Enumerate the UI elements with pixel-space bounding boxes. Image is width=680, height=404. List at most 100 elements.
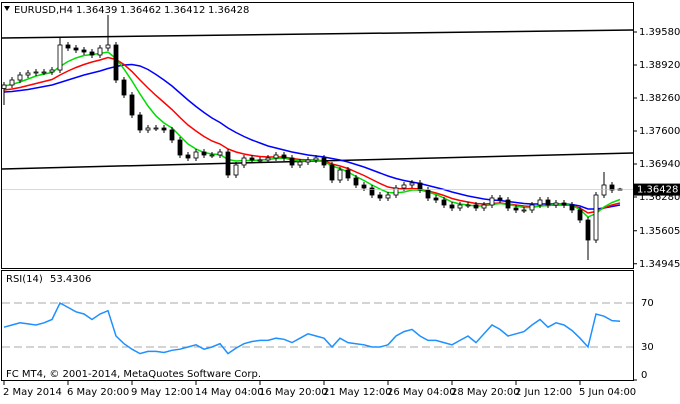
candle-body	[121, 79, 127, 96]
candle-body	[441, 199, 447, 206]
x-tick-label: 2 May 2014	[3, 387, 62, 398]
x-tick-label: 14 May 04:00	[195, 387, 264, 398]
candle-body	[329, 164, 335, 181]
candle-body	[185, 154, 191, 159]
candle-body	[609, 184, 615, 191]
candle-body	[545, 199, 551, 206]
candle-body	[225, 151, 231, 176]
y-tick-label: 1.39580	[639, 27, 680, 38]
y-tick-label: 1.38920	[639, 60, 680, 71]
x-tick-label: 21 May 12:00	[323, 387, 392, 398]
x-tick-label: 26 May 04:00	[387, 387, 456, 398]
candle-body	[33, 71, 39, 74]
header-high: 1.36462	[120, 5, 161, 16]
candle-body	[385, 194, 391, 199]
symbol-title: EURUSD,H4	[14, 5, 73, 16]
rsi-panel-frame	[1, 270, 634, 381]
candle-body	[41, 71, 47, 74]
candle-body	[505, 199, 511, 209]
header-low: 1.36412	[164, 5, 205, 16]
x-tick-label: 5 Jun 04:00	[579, 387, 636, 398]
candle-body	[361, 184, 367, 189]
y-tick-label: 1.37600	[639, 126, 680, 137]
candle-body	[9, 79, 15, 86]
candle-body	[73, 47, 79, 51]
candle-body	[569, 204, 575, 211]
candle-body	[593, 194, 599, 241]
candle-body	[313, 157, 319, 161]
candle-body	[1, 84, 7, 89]
candle-body	[457, 204, 463, 209]
candle-body	[577, 209, 583, 221]
candle-body	[105, 44, 111, 49]
candle-body	[17, 74, 23, 81]
candle-body	[249, 157, 255, 161]
moving-average	[3, 51, 621, 218]
candle-body	[57, 44, 63, 71]
candle-body	[49, 69, 55, 73]
y-tick-label: 30	[641, 342, 654, 353]
price-label: 1.36428	[637, 185, 678, 196]
candle-body	[513, 207, 519, 211]
candle-body	[537, 199, 543, 206]
symbol-icon	[4, 6, 10, 11]
header-close: 1.36428	[208, 5, 249, 16]
candle-body	[481, 204, 487, 209]
candle-body	[369, 187, 375, 196]
candle-body	[345, 169, 351, 179]
candle-body	[81, 49, 87, 53]
y-tick-label: 1.34945	[639, 259, 680, 270]
y-tick-label: 1.36940	[639, 159, 680, 170]
candle-body	[201, 151, 207, 156]
candle-body	[209, 154, 215, 157]
candle-body	[561, 202, 567, 206]
candle-body	[145, 127, 151, 131]
x-tick-label: 6 May 20:00	[67, 387, 129, 398]
candle-body	[217, 151, 223, 156]
candle-body	[409, 182, 415, 186]
candle-body	[585, 219, 591, 241]
candle-body	[25, 72, 31, 76]
candle-body	[305, 159, 311, 163]
candle-body	[529, 204, 535, 211]
candle-body	[321, 157, 327, 166]
rsi-value: 53.4306	[50, 274, 91, 285]
price-label-box	[634, 183, 680, 196]
candle-body	[289, 157, 295, 166]
candle-body	[153, 127, 159, 130]
y-tick-label: 1.36280	[639, 192, 680, 203]
candle-body	[489, 197, 495, 206]
candle-body	[137, 114, 143, 131]
candle-body	[169, 129, 175, 141]
trend-line-upper	[1, 29, 634, 39]
candle-body	[401, 184, 407, 189]
candle-body	[65, 44, 71, 49]
candle-body	[553, 202, 559, 206]
candle-body	[161, 127, 167, 131]
main-panel-frame	[1, 2, 634, 269]
candle-body	[521, 209, 527, 212]
y-tick-label: 70	[641, 298, 654, 309]
y-tick-label: 1.35605	[639, 226, 680, 237]
candle-body	[281, 154, 287, 159]
candle-body	[465, 204, 471, 207]
rsi-line	[3, 301, 621, 355]
moving-average	[3, 63, 621, 210]
x-tick-label: 2 Jun 12:00	[515, 387, 572, 398]
candle-body	[377, 194, 383, 199]
candle-body	[97, 47, 103, 56]
y-tick-label: 0	[641, 370, 647, 381]
candle-body	[601, 184, 607, 196]
candle-body	[297, 161, 303, 166]
candle-body	[257, 159, 263, 162]
candle-body	[193, 151, 199, 159]
candle-body	[449, 204, 455, 209]
candle-body	[265, 157, 271, 161]
candle-body	[417, 182, 423, 191]
candle-body	[233, 164, 239, 176]
x-tick-label: 28 May 20:00	[451, 387, 520, 398]
candle-body	[425, 189, 431, 199]
candle-body	[177, 139, 183, 156]
candle-body	[393, 187, 399, 196]
